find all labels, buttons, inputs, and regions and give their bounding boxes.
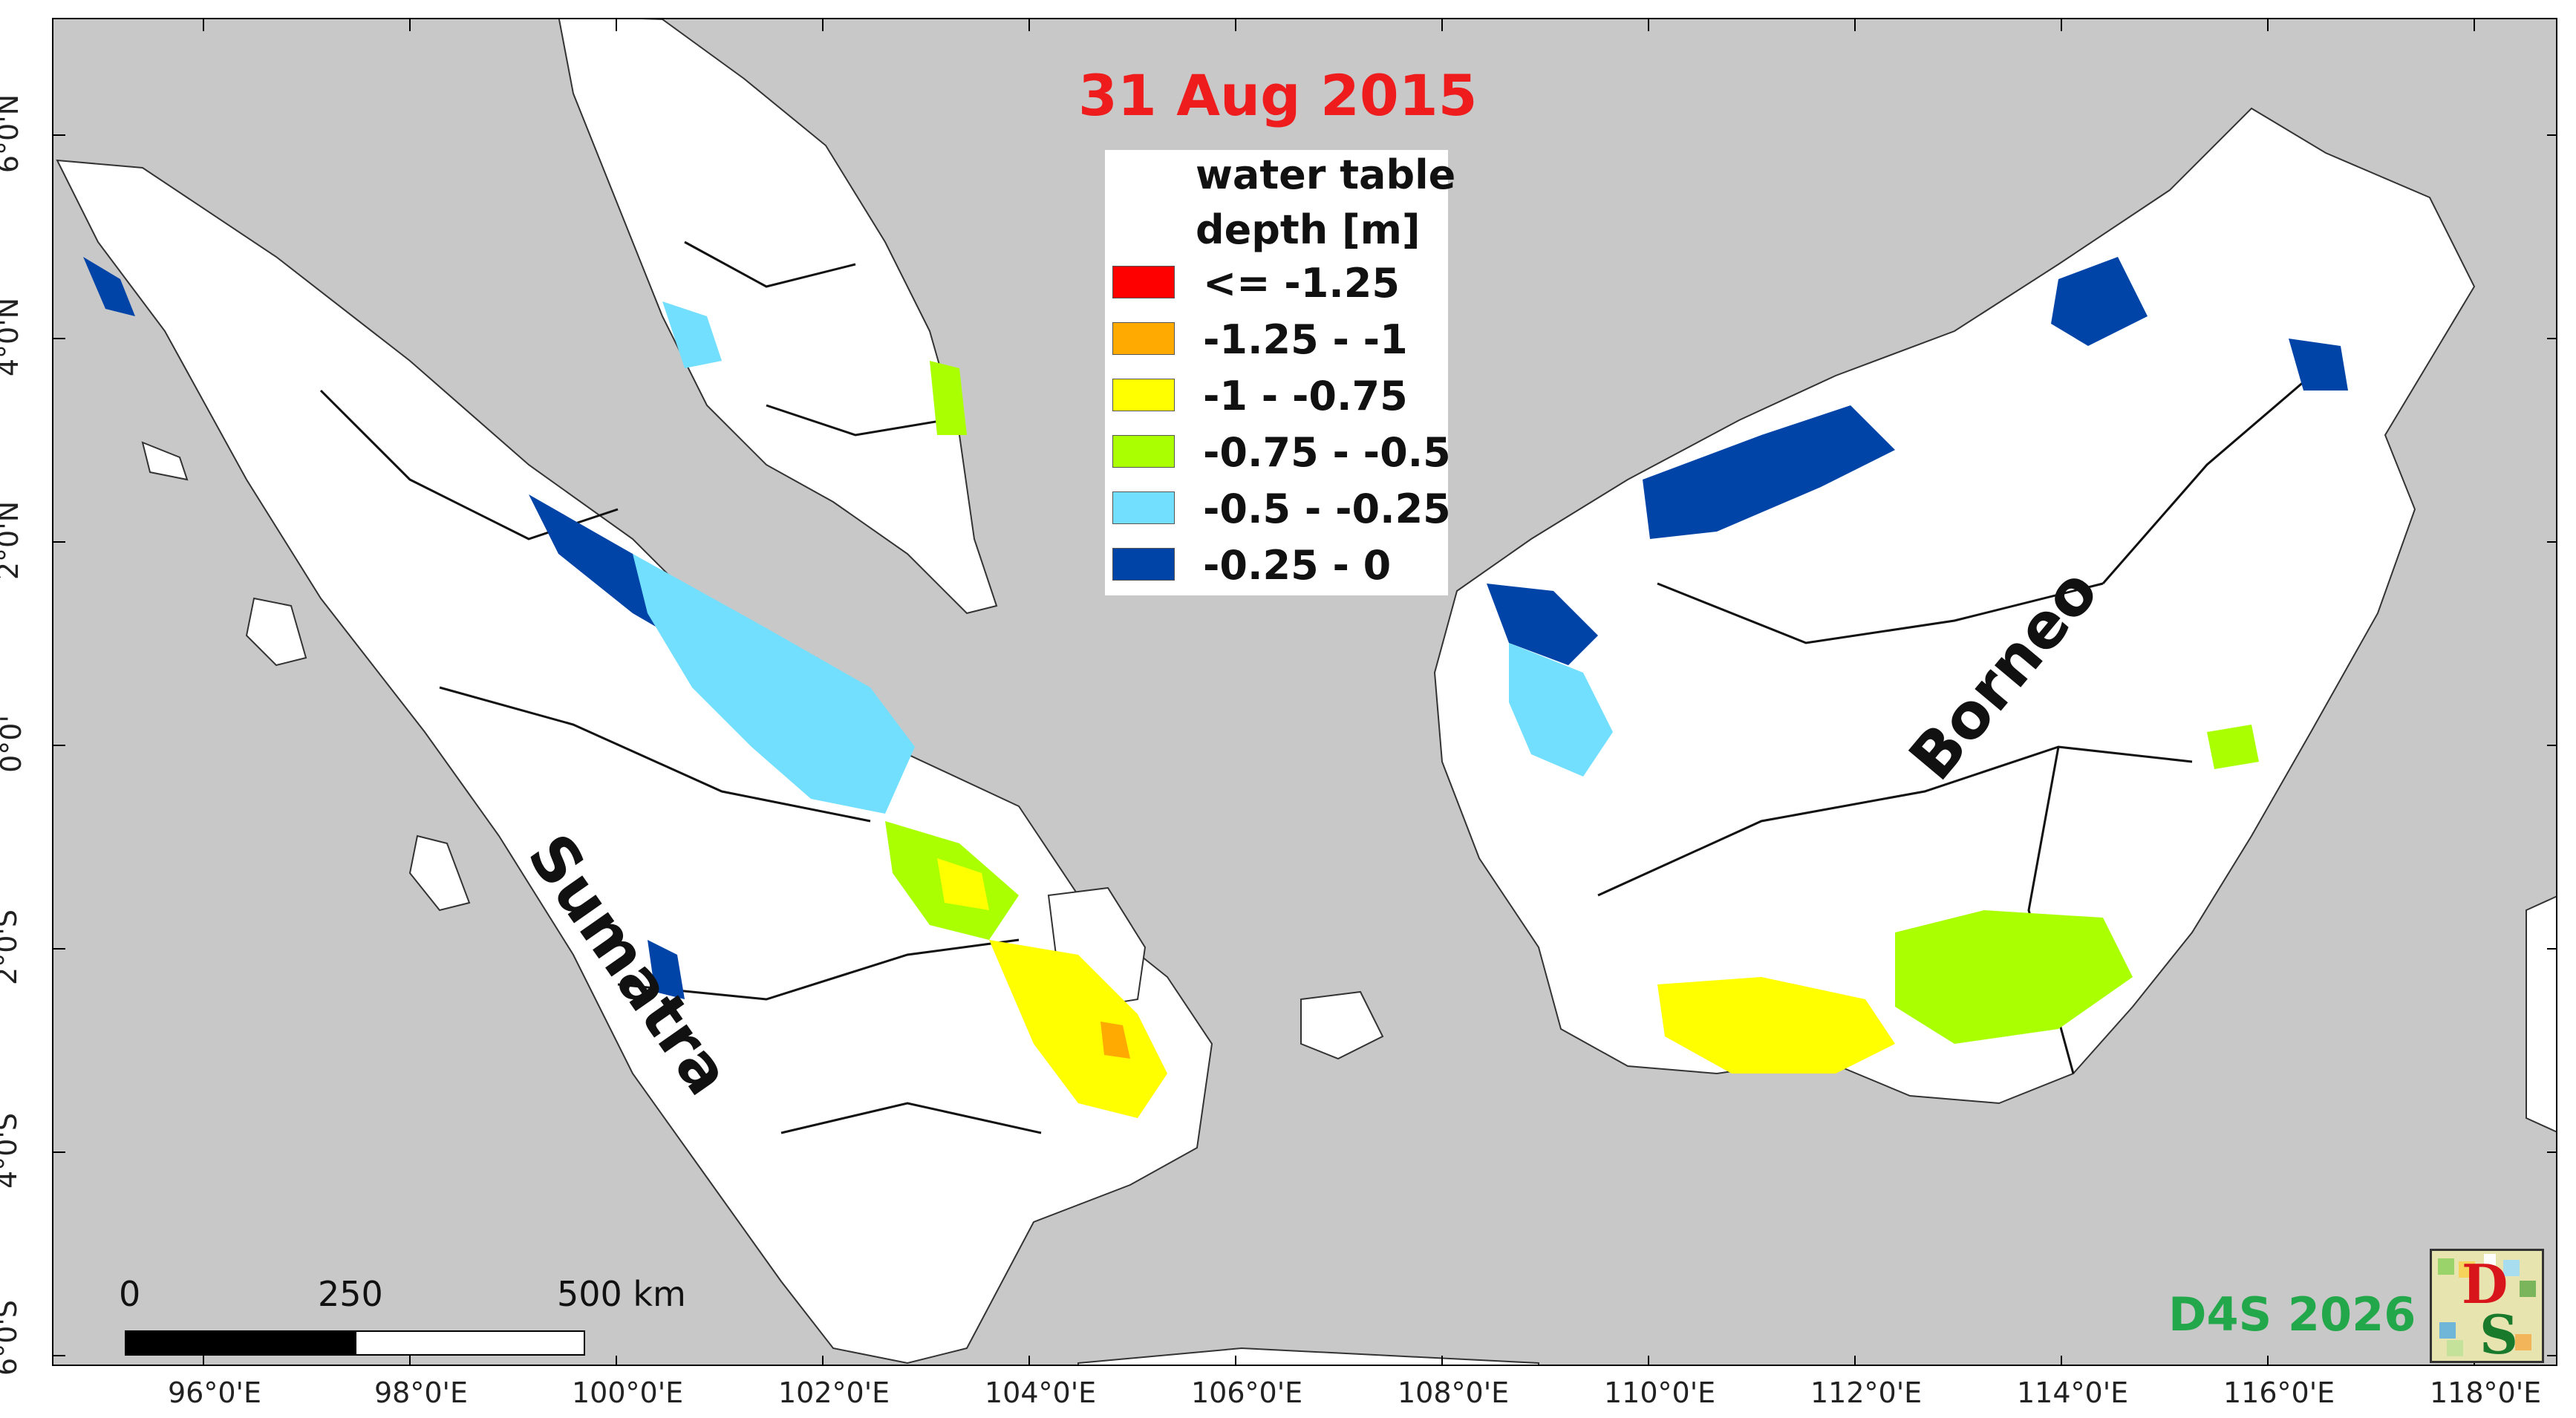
peat-yellow-south-sumatra <box>989 940 1167 1118</box>
peat-light-blue-malaya <box>662 301 722 368</box>
peat-light-blue-riau <box>633 554 915 814</box>
malaya-border-1 <box>684 241 856 288</box>
legend-heading-line1: water table <box>1196 151 1456 198</box>
sumatra-border-3 <box>617 938 1020 1001</box>
peat-green-kalimantan-east <box>2207 725 2259 769</box>
legend-label-red: <= -1.25 <box>1203 260 1400 307</box>
legend-label-dark-blue: -0.25 - 0 <box>1203 542 1392 589</box>
logo-letter-s: S <box>2479 1303 2518 1361</box>
legend-label-yellow: -1 - -0.75 <box>1203 373 1408 419</box>
peat-yellow-central-kalimantan <box>1657 977 1895 1074</box>
logo-letter-d: D <box>2462 1252 2508 1316</box>
lat-tick-2s: 2°0'S <box>0 909 23 985</box>
scale-label-500: 500 km <box>557 1274 686 1314</box>
legend-label-light-blue: -0.5 - -0.25 <box>1203 486 1451 532</box>
legend-swatch-dark-blue <box>1112 548 1175 581</box>
borneo-border-2 <box>2101 374 2312 584</box>
legend-label-green: -0.75 - -0.5 <box>1203 429 1451 476</box>
lon-tick-114e: 114°0'E <box>2017 1376 2129 1409</box>
lon-tick-110e: 110°0'E <box>1604 1376 1716 1409</box>
map-frame[interactable]: 31 Aug 2015 water table depth [m] <= -1.… <box>52 18 2557 1366</box>
legend-item-red: <= -1.25 <box>1112 260 1447 307</box>
land-layer <box>56 19 2556 1365</box>
malaya-border-2 <box>766 404 945 437</box>
d4s-logo-graphic: D S <box>2432 1251 2542 1365</box>
water-table-layer <box>83 257 2348 1118</box>
lat-tick-6n: 6°0'N <box>0 94 25 174</box>
lon-tick-116e: 116°0'E <box>2223 1376 2335 1409</box>
legend-swatch-green <box>1112 435 1175 468</box>
map-canvas[interactable] <box>53 19 2557 1366</box>
legend-item-dark-blue: -0.25 - 0 <box>1112 542 1447 589</box>
lon-tick-118e: 118°0'E <box>2430 1376 2542 1409</box>
lat-tick-4n: 4°0'N <box>0 297 25 377</box>
lat-tick-2n: 2°0'N <box>0 500 25 581</box>
java-edge <box>1077 1347 1539 1365</box>
legend-heading-line2: depth [m] <box>1196 206 1421 253</box>
map-date-title: 31 Aug 2015 <box>1078 62 1478 128</box>
peat-dark-blue-sabah <box>2289 339 2348 391</box>
graticule-ticks <box>53 19 2556 1365</box>
scale-bar-white-segment <box>355 1330 585 1356</box>
credit-text: D4S 2026 <box>2168 1287 2416 1342</box>
siberut-island <box>408 834 471 912</box>
legend-swatch-orange <box>1112 322 1175 355</box>
lon-tick-112e: 112°0'E <box>1810 1376 1923 1409</box>
legend-item-light-blue: -0.5 - -0.25 <box>1112 486 1451 532</box>
lon-tick-104e: 104°0'E <box>985 1376 1097 1409</box>
peat-dark-blue-borneo-nw <box>1643 405 1895 539</box>
lon-tick-98e: 98°0'E <box>374 1376 468 1409</box>
d4s-logo: D S <box>2430 1249 2544 1365</box>
sumatra-border-2 <box>439 686 871 823</box>
sumatra-landmass <box>56 159 1213 1365</box>
scale-bar-black-segment <box>125 1330 355 1356</box>
lon-tick-100e: 100°0'E <box>572 1376 684 1409</box>
legend: water table depth [m] <= -1.25 -1.25 - -… <box>1105 150 1455 595</box>
lon-tick-108e: 108°0'E <box>1398 1376 1510 1409</box>
peat-dark-blue-sumatra-sw <box>648 940 685 999</box>
legend-swatch-yellow <box>1112 379 1175 411</box>
legend-swatch-red <box>1112 266 1175 298</box>
peat-light-blue-borneo-west <box>1509 643 1613 777</box>
malay-peninsula-landmass <box>558 19 998 615</box>
nias-island <box>245 597 307 667</box>
legend-item-orange: -1.25 - -1 <box>1112 316 1447 363</box>
peat-dark-blue-sarawak <box>2051 257 2148 346</box>
legend-item-green: -0.75 - -0.5 <box>1112 429 1451 476</box>
scale-label-0: 0 <box>119 1274 141 1314</box>
lon-tick-96e: 96°0'E <box>168 1376 261 1409</box>
borneo-border-1 <box>1657 582 2104 644</box>
legend-swatch-light-blue <box>1112 491 1175 524</box>
scale-label-250: 250 <box>318 1274 383 1314</box>
belitung-island <box>1300 990 1384 1060</box>
lat-tick-0: 0°0' <box>0 715 27 773</box>
peat-green-malaya-east <box>930 361 967 435</box>
lon-tick-106e: 106°0'E <box>1191 1376 1303 1409</box>
sulawesi-edge <box>2526 895 2556 1133</box>
sumatra-border-4 <box>780 1102 1042 1134</box>
peat-dark-blue-borneo-west <box>1487 584 1598 665</box>
peat-orange-south-sumatra <box>1100 1022 1130 1059</box>
peat-green-central-kalimantan <box>1895 910 2133 1044</box>
legend-item-yellow: -1 - -0.75 <box>1112 373 1447 419</box>
borneo-landmass <box>1433 107 2476 1105</box>
legend-label-orange: -1.25 - -1 <box>1203 316 1408 363</box>
lat-tick-4s: 4°0'S <box>0 1113 23 1189</box>
lon-tick-102e: 102°0'E <box>778 1376 890 1409</box>
peat-yellow-jambi <box>937 858 989 910</box>
borneo-border-3 <box>1597 745 2193 897</box>
lat-tick-6s: 6°0'S <box>0 1300 23 1376</box>
peat-dark-blue-aceh <box>83 257 135 316</box>
province-borders <box>319 241 2312 1134</box>
simeulue-island <box>141 441 189 481</box>
